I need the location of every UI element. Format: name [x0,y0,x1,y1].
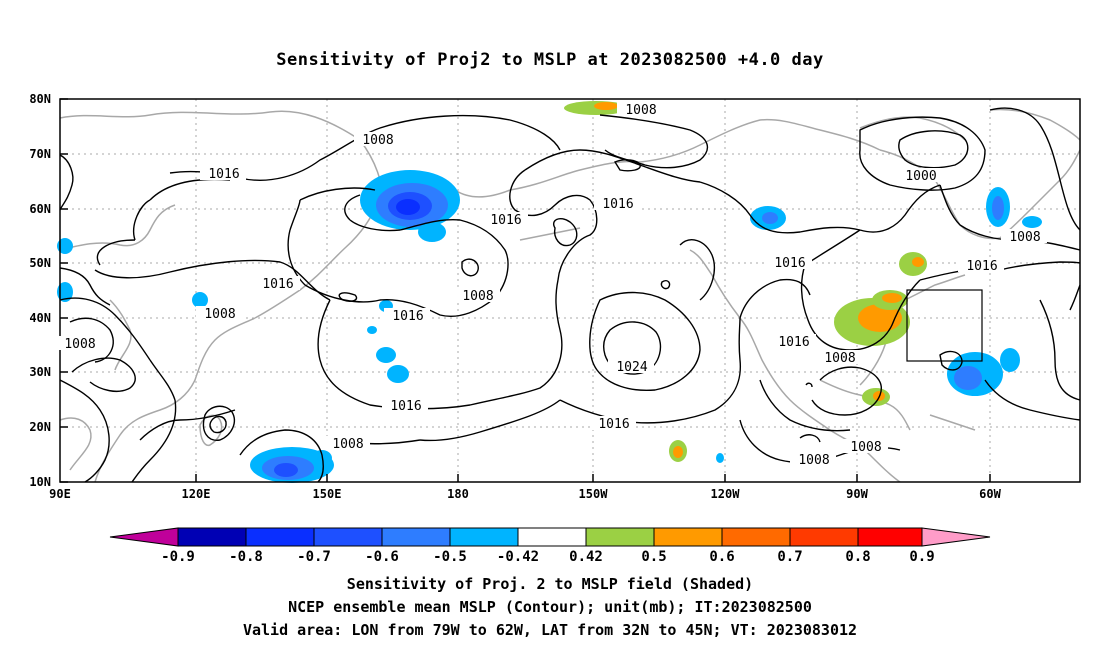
colorbar-cell [857,527,923,547]
contour-label: 1008 [462,289,493,304]
contour-label: 1016 [262,277,293,292]
colorbar-label: -0.6 [365,549,399,565]
lat-label-60n: 60N [29,202,51,216]
lat-label-80n: 80N [29,92,51,106]
lat-labels: 80N 70N 60N 50N 40N 30N 20N 10N [29,92,51,489]
colorbar-label: -0.9 [161,549,195,565]
contour-label: 1016 [490,213,521,228]
contour-label: 1016 [774,256,805,271]
lat-label-20n: 20N [29,420,51,434]
lon-label-90w: 90W [846,487,868,501]
colorbar-label: -0.42 [497,549,539,565]
colorbar-cell-low-triangle [109,527,179,547]
contour-label: 1008 [1009,230,1040,245]
sensitivity-shading [57,101,1042,483]
colorbar-label: 0.5 [641,549,666,565]
lon-label-120e: 120E [182,487,211,501]
caption-line-shading: Sensitivity of Proj. 2 to MSLP field (Sh… [346,575,754,593]
contour-label: 1016 [778,335,809,350]
colorbar-label: -0.5 [433,549,467,565]
lon-label-60w: 60W [979,487,1001,501]
lon-labels: 90E 120E 150E 180 150W 120W 90W 60W [49,487,1001,501]
contour-label: 1016 [602,197,633,212]
colorbar-cell [313,527,383,547]
lat-label-40n: 40N [29,311,51,325]
contour-label: 1016 [208,167,239,182]
colorbar-label: 0.9 [909,549,934,565]
contour-label: 1016 [392,309,423,324]
colorbar-cell-high-triangle [921,527,991,547]
lon-label-150w: 150W [579,487,609,501]
contour-label: 1008 [625,103,656,118]
colorbar-cell [721,527,791,547]
contour-label: 1000 [905,169,936,184]
valid-area-box [906,289,983,362]
caption-line-valid-area: Valid area: LON from 79W to 62W, LAT fro… [242,621,858,639]
contour-label: 1016 [390,399,421,414]
colorbar-label: 0.7 [777,549,802,565]
contour-label: 1008 [798,453,829,468]
frame-ticks [60,98,991,483]
colorbar-label: -0.7 [297,549,331,565]
lat-label-70n: 70N [29,147,51,161]
lon-label-180: 180 [447,487,469,501]
lon-label-90e: 90E [49,487,71,501]
colorbar-label: 0.8 [845,549,870,565]
lat-label-10n: 10N [29,475,51,489]
colorbar-cell [789,527,859,547]
contour-label: 1008 [204,307,235,322]
contour-label: 1008 [64,337,95,352]
colorbar-cell [585,527,655,547]
lon-label-120w: 120W [711,487,741,501]
colorbar-label: -0.8 [229,549,263,565]
lat-label-30n: 30N [29,365,51,379]
colorbar-label: 0.42 [569,549,603,565]
colorbar-cell [517,527,587,547]
chart-title: Sensitivity of Proj2 to MSLP at 20230825… [276,50,824,70]
colorbar-cell [245,527,315,547]
contour-label: 1016 [966,259,997,274]
contour-label: 1008 [824,351,855,366]
colorbar-cell [381,527,451,547]
contour-label: 1016 [598,417,629,432]
lat-label-50n: 50N [29,256,51,270]
contour-label: 1008 [332,437,363,452]
colorbar: -0.9 -0.8 -0.7 -0.6 -0.5 -0.42 0.42 0.5 … [109,527,991,565]
colorbar-cell [653,527,723,547]
contour-label: 1024 [616,360,647,375]
contour-label: 1008 [362,133,393,148]
lon-label-150e: 150E [313,487,342,501]
figure-caption: Sensitivity of Proj. 2 to MSLP field (Sh… [0,573,1100,642]
colorbar-label: 0.6 [709,549,734,565]
caption-line-contour: NCEP ensemble mean MSLP (Contour); unit(… [288,598,812,616]
colorbar-cell [177,527,247,547]
contour-labels: 1008 1008 1016 1016 1016 1000 1008 1016 … [56,102,1047,468]
map-frame [59,98,1081,483]
colorbar-cell [449,527,519,547]
contour-label: 1008 [850,440,881,455]
